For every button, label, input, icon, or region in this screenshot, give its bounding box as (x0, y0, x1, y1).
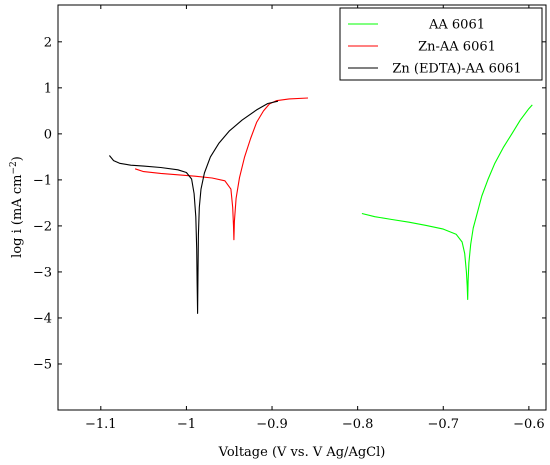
y-tick-label: 1 (44, 81, 52, 96)
y-tick-label: −1 (33, 173, 52, 188)
y-axis-label: log i (mA cm−2) (9, 156, 25, 258)
ticks-layer: −1.1 −1 −0.9 −0.8 −0.7 −0.6 −5 −4 −3 −2 −1 0 1 2 (33, 5, 546, 432)
series-line-2 (134, 97, 309, 241)
x-tick-label: −0.6 (513, 417, 545, 432)
series-layer (108, 97, 533, 314)
x-tick-label: −1 (177, 417, 196, 432)
y-axis-label-sup: −2 (9, 161, 19, 174)
y-tick-label: −5 (33, 357, 52, 372)
legend-label-3: Zn (EDTA)-AA 6061 (392, 62, 521, 77)
y-tick-label: −3 (33, 265, 52, 280)
y-axis-label-prefix: log i (mA cm (10, 175, 25, 258)
x-tick-label: −1.1 (85, 417, 117, 432)
x-axis-label: Voltage (V vs. V Ag/AgCl) (218, 445, 386, 460)
series-line-1 (361, 104, 533, 301)
legend-label-2: Zn-AA 6061 (418, 40, 496, 55)
y-tick-label: −4 (33, 311, 52, 326)
y-tick-label: 0 (44, 127, 52, 142)
y-tick-label: 2 (44, 35, 52, 50)
x-tick-label: −0.8 (342, 417, 374, 432)
legend-label-1: AA 6061 (428, 18, 485, 33)
x-tick-label: −0.7 (427, 417, 459, 432)
x-tick-label: −0.9 (256, 417, 288, 432)
y-tick-label: −2 (33, 219, 52, 234)
y-axis-label-suffix: ) (10, 156, 25, 161)
legend: AA 6061 Zn-AA 6061 Zn (EDTA)-AA 6061 (339, 7, 543, 81)
series-line-3 (108, 100, 279, 314)
